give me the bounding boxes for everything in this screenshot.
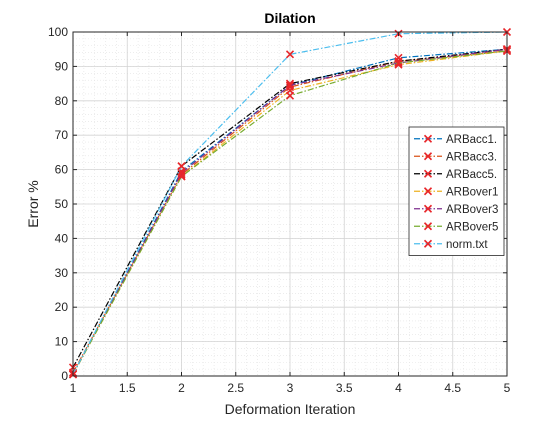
data-point <box>285 50 295 59</box>
legend-marker <box>423 204 433 213</box>
legend-marker <box>423 222 433 231</box>
legend-item: ARBacc3. <box>414 151 497 163</box>
marker-stroke <box>423 222 433 231</box>
legend-label: norm.txt <box>446 239 488 251</box>
marker-stroke <box>285 79 295 88</box>
legend-marker <box>423 169 433 178</box>
legend-item: ARBover1 <box>414 186 498 198</box>
marker-stroke <box>177 168 186 178</box>
x-tick-label: 1 <box>70 381 77 395</box>
legend-item: ARBacc1. <box>414 134 497 146</box>
legend-label: ARBacc5. <box>446 169 497 181</box>
marker-stroke <box>177 162 186 171</box>
legend-item: norm.txt <box>414 239 488 251</box>
x-tick-label: 4 <box>395 381 402 395</box>
y-axis-label: Error % <box>25 180 41 227</box>
marker-stroke <box>423 169 433 178</box>
y-tick-label: 20 <box>55 300 69 314</box>
x-axis-label: Deformation Iteration <box>225 401 356 417</box>
y-tick-label: 90 <box>55 59 69 73</box>
series-6 <box>68 46 512 379</box>
legend-item: ARBover3 <box>414 204 498 216</box>
series-line <box>72 31 508 375</box>
legend-marker <box>423 239 433 248</box>
marker-stroke <box>285 81 295 90</box>
x-tick-label: 1.5 <box>119 381 136 395</box>
legend-marker <box>423 134 433 143</box>
legend-marker <box>423 152 433 161</box>
y-tick-label: 100 <box>48 25 68 39</box>
legend-label: ARBacc1. <box>446 134 497 146</box>
marker-stroke <box>423 239 433 248</box>
legend-marker <box>423 187 433 196</box>
data-point <box>177 162 186 171</box>
y-tick-label: 40 <box>55 231 69 245</box>
x-tick-label: 3.5 <box>336 381 353 395</box>
legend: ARBacc1. ARBacc3. ARBacc5. ARBover1 ARBover3… <box>408 126 505 256</box>
marker-stroke <box>394 58 403 68</box>
y-tick-label: 30 <box>55 266 69 280</box>
legend-item: ARBacc5. <box>414 169 497 181</box>
marker-stroke <box>285 91 295 100</box>
x-tick-label: 4.5 <box>444 381 461 395</box>
marker-stroke <box>423 204 433 213</box>
y-tick-label: 60 <box>55 163 69 177</box>
data-point <box>285 81 295 90</box>
data-point <box>177 168 186 178</box>
legend-label: ARBover1 <box>446 186 498 198</box>
legend-box <box>408 126 505 256</box>
data-point <box>285 79 295 88</box>
legend-item: ARBover5 <box>414 221 498 233</box>
y-tick-label: 10 <box>55 335 69 349</box>
marker-stroke <box>423 134 433 143</box>
y-tick-label: 50 <box>55 197 69 211</box>
marker-stroke <box>423 187 433 196</box>
y-tick-label: 80 <box>55 94 69 108</box>
chart-title: Dilation <box>264 10 315 26</box>
legend-label: ARBover5 <box>446 221 498 233</box>
x-tick-label: 2.5 <box>227 381 244 395</box>
data-point <box>394 58 403 68</box>
data-point <box>285 91 295 100</box>
legend-label: ARBacc3. <box>446 151 497 163</box>
y-tick-label: 0 <box>61 369 68 383</box>
legend-label: ARBover3 <box>446 204 498 216</box>
x-tick-label: 5 <box>504 381 511 395</box>
data-point <box>177 172 186 181</box>
marker-stroke <box>285 50 295 59</box>
marker-stroke <box>423 152 433 161</box>
y-tick-label: 70 <box>55 128 69 142</box>
x-tick-label: 2 <box>178 381 185 395</box>
x-tick-label: 3 <box>287 381 294 395</box>
marker-stroke <box>177 172 186 181</box>
